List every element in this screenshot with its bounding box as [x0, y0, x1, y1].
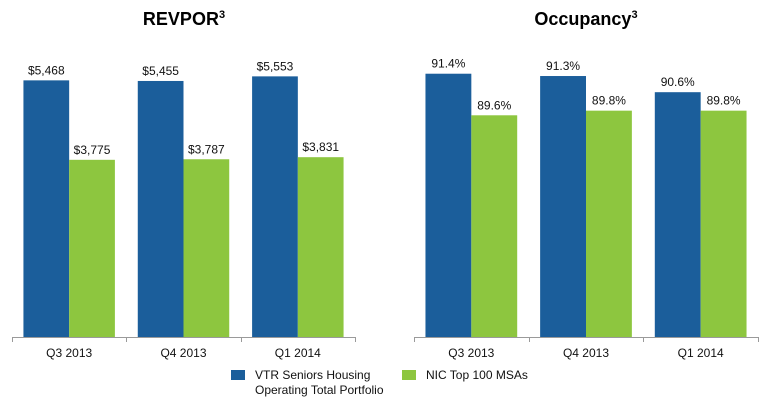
legend-item-vtr: VTR Seniors Housing Operating Total Port… — [231, 368, 384, 398]
bar-vtr — [252, 76, 298, 338]
data-label-nic: 89.8% — [707, 94, 741, 108]
x-tick-label: Q3 2013 — [46, 346, 92, 360]
data-label-nic: $3,831 — [302, 140, 339, 154]
bar-nic — [700, 110, 747, 338]
x-tick-label: Q4 2013 — [160, 346, 206, 360]
data-label-nic: 89.8% — [592, 94, 626, 108]
data-label-vtr: $5,455 — [142, 64, 179, 78]
data-label-vtr: 91.4% — [431, 57, 465, 71]
data-label-vtr: $5,468 — [28, 63, 65, 77]
bar-nic — [586, 110, 632, 338]
x-tick-label: Q1 2014 — [678, 346, 724, 360]
legend-swatch-vtr — [231, 370, 245, 380]
data-label-vtr: 90.6% — [661, 75, 695, 89]
legend-label-nic: NIC Top 100 MSAs — [426, 368, 528, 382]
data-label-vtr: $5,553 — [257, 59, 294, 73]
legend-label-vtr-line1: VTR Seniors Housing — [255, 368, 371, 382]
data-label-vtr: 91.3% — [546, 59, 580, 73]
bar-vtr — [425, 73, 472, 337]
bar-vtr — [654, 92, 701, 337]
bar-vtr — [137, 80, 184, 338]
bar-nic — [297, 157, 344, 337]
x-tick-label: Q1 2014 — [275, 346, 321, 360]
bar-nic — [183, 159, 230, 337]
bar-nic — [69, 159, 115, 337]
x-tick-label: Q3 2013 — [448, 346, 494, 360]
chart-title-1: Occupancy3 — [534, 9, 637, 29]
data-label-nic: 89.6% — [477, 98, 511, 112]
data-label-nic: $3,787 — [188, 142, 225, 156]
x-tick-label: Q4 2013 — [563, 346, 609, 360]
bar-nic — [471, 115, 518, 338]
legend-label-vtr-line2: Operating Total Portfolio — [255, 383, 384, 397]
legend-swatch-nic — [402, 370, 416, 380]
legend-item-nic: NIC Top 100 MSAs — [402, 368, 528, 383]
chart-title-0: REVPOR3 — [143, 9, 225, 29]
bar-vtr — [540, 76, 586, 338]
data-label-nic: $3,775 — [74, 143, 111, 157]
bar-vtr — [23, 80, 70, 337]
